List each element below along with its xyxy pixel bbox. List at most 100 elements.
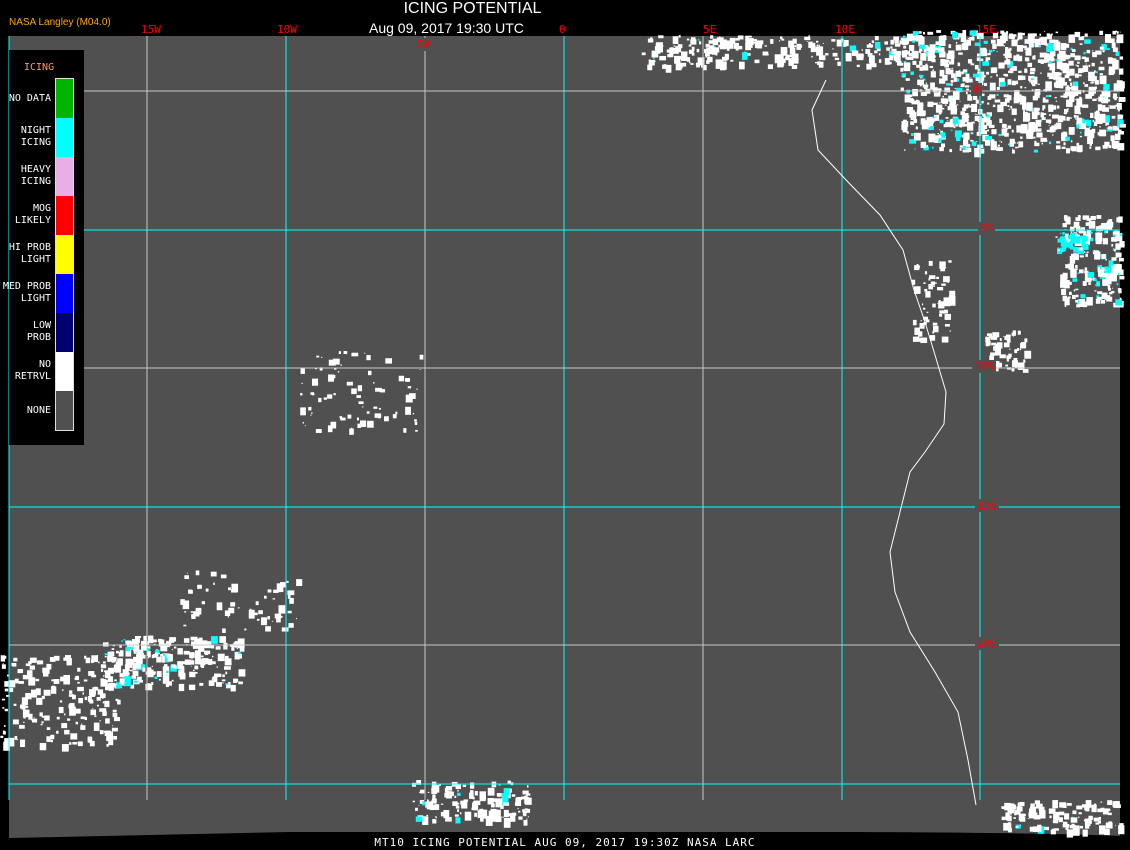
cloud-pixel <box>77 681 80 684</box>
cloud-pixel <box>1049 811 1052 813</box>
cloud-pixel <box>81 723 83 726</box>
cloud-pixel <box>1092 50 1094 52</box>
cloud-pixel <box>912 40 915 43</box>
cloud-pixel <box>24 711 28 716</box>
cloud-pixel <box>909 115 911 117</box>
cloud-pixel <box>933 285 935 287</box>
cloud-pixel <box>1020 132 1023 134</box>
cloud-pixel <box>1011 149 1015 154</box>
cloud-pixel <box>507 780 511 785</box>
cloud-pixel <box>955 70 960 74</box>
cloud-pixel <box>977 68 980 72</box>
cloud-pixel <box>171 679 174 682</box>
cloud-pixel <box>720 60 724 62</box>
cloud-pixel <box>976 141 978 142</box>
cloud-pixel <box>198 652 200 654</box>
cloud-pixel <box>1082 68 1087 72</box>
cloud-pixel <box>1034 92 1040 99</box>
cloud-pixel <box>1062 232 1065 235</box>
cloud-pixel <box>865 49 871 54</box>
cloud-pixel <box>434 804 440 810</box>
cloud-pixel <box>1047 60 1052 64</box>
cloud-pixel <box>960 111 966 115</box>
cloud-pixel <box>332 358 340 365</box>
cloud-pixel <box>130 684 135 689</box>
cloud-pixel <box>940 143 946 148</box>
cloud-pixel <box>1109 292 1113 295</box>
cloud-pixel <box>1089 112 1094 118</box>
cloud-pixel <box>75 721 78 725</box>
cloud-pixel <box>255 601 259 606</box>
cloud-pixel <box>909 139 917 144</box>
cloud-pixel <box>143 635 148 641</box>
cloud-pixel <box>967 37 970 40</box>
cloud-pixel <box>308 406 312 411</box>
cloud-pixel <box>903 119 907 123</box>
cloud-pixel <box>1118 68 1124 75</box>
cloud-pixel <box>932 89 936 92</box>
cloud-pixel <box>378 407 381 410</box>
cloud-pixel <box>526 818 528 820</box>
cloud-pixel <box>93 686 98 689</box>
cloud-pixel <box>101 664 107 669</box>
cloud-pixel <box>515 798 522 806</box>
cloud-pixel <box>1048 125 1050 127</box>
cloud-pixel <box>92 708 94 709</box>
cloud-pixel <box>503 788 510 795</box>
cloud-pixel <box>130 669 133 672</box>
cloud-pixel <box>1093 803 1097 807</box>
cloud-pixel <box>901 124 908 131</box>
cloud-pixel <box>438 783 441 786</box>
cloud-pixel <box>867 53 873 57</box>
cloud-pixel <box>669 47 675 54</box>
cloud-pixel <box>915 126 918 130</box>
cloud-pixel <box>968 103 970 106</box>
cloud-pixel <box>923 316 928 320</box>
cloud-pixel <box>965 91 968 95</box>
cloud-pixel <box>118 651 124 657</box>
cloud-pixel <box>715 47 720 53</box>
cloud-pixel <box>194 671 198 674</box>
cloud-pixel <box>914 265 920 271</box>
cloud-pixel <box>415 816 423 822</box>
cloud-pixel <box>474 790 478 796</box>
legend-swatch <box>56 235 73 274</box>
cloud-pixel <box>935 107 941 113</box>
cloud-pixel <box>894 39 899 44</box>
cloud-pixel <box>955 123 958 127</box>
cloud-pixel <box>715 53 718 56</box>
legend-label: MOG LIKELY <box>14 203 51 226</box>
cloud-pixel <box>1099 825 1106 835</box>
cloud-pixel <box>905 57 909 60</box>
cloud-pixel <box>74 708 81 714</box>
cloud-pixel <box>814 62 818 64</box>
cloud-pixel <box>201 601 205 605</box>
lon-label: 15E <box>976 23 996 36</box>
cloud-pixel <box>1066 242 1072 248</box>
cloud-pixel <box>157 652 161 655</box>
cloud-pixel <box>231 645 234 648</box>
cloud-pixel <box>1054 828 1059 831</box>
cloud-pixel <box>1031 123 1038 129</box>
cloud-pixel <box>1053 72 1060 80</box>
cloud-pixel <box>1084 33 1088 37</box>
cloud-pixel <box>1094 251 1101 260</box>
cloud-pixel <box>197 584 202 589</box>
cloud-pixel <box>956 104 959 106</box>
cloud-pixel <box>254 612 258 616</box>
cloud-pixel <box>994 46 997 49</box>
cloud-pixel <box>107 676 114 683</box>
cloud-pixel <box>28 713 33 720</box>
cloud-pixel <box>111 727 118 732</box>
cloud-pixel <box>972 35 974 38</box>
cloud-pixel <box>788 57 794 66</box>
cloud-pixel <box>1089 146 1092 149</box>
cloud-pixel <box>115 661 120 667</box>
cloud-pixel <box>1011 37 1015 40</box>
cloud-pixel <box>938 300 941 302</box>
cloud-pixel <box>91 655 99 663</box>
cloud-pixel <box>822 42 824 44</box>
cloud-pixel <box>1112 30 1116 35</box>
cloud-pixel <box>35 678 40 682</box>
cloud-pixel <box>1025 47 1032 56</box>
